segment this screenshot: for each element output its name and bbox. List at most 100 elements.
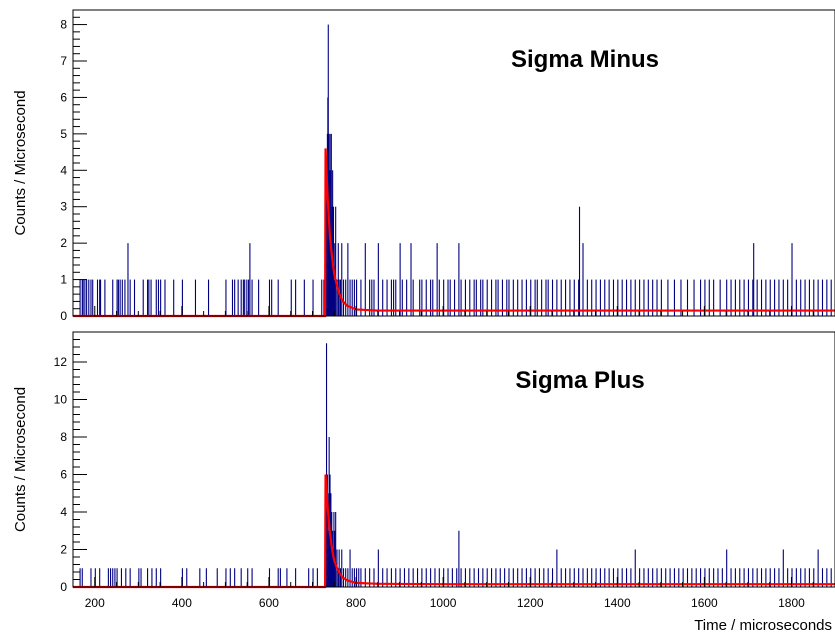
y-tick-label: 7 — [60, 54, 67, 68]
histogram-bin — [395, 279, 397, 316]
histogram-bin — [100, 279, 102, 316]
fit-curve — [73, 474, 835, 589]
histogram-bin — [708, 568, 710, 587]
histogram-bin — [756, 568, 758, 587]
histogram-bin — [630, 568, 632, 587]
histogram-bin — [634, 549, 636, 587]
histogram-bin — [360, 568, 362, 587]
histogram-bin — [625, 568, 628, 587]
histogram-bin — [700, 279, 702, 316]
y-tick-label: 3 — [60, 200, 67, 214]
histogram-bin — [730, 279, 732, 316]
histogram-bin — [508, 568, 510, 587]
histogram-bin — [608, 279, 610, 316]
histogram-bin — [734, 568, 736, 587]
histogram-bin — [351, 279, 353, 316]
histogram-bin — [595, 568, 597, 587]
chart-title: Sigma Plus — [515, 367, 644, 394]
histogram-bin — [726, 279, 728, 316]
histogram-bin — [303, 279, 305, 316]
histogram-bin — [349, 279, 351, 316]
histogram-bin — [133, 279, 136, 316]
histogram-bin — [534, 279, 536, 316]
histogram-bin — [121, 279, 123, 316]
y-tick-label: 4 — [60, 163, 67, 177]
histogram-bin — [660, 568, 662, 587]
histogram-bin — [360, 279, 362, 316]
x-tick-label: 200 — [85, 596, 105, 610]
histogram-bin — [353, 568, 355, 587]
histogram-bin — [337, 568, 339, 587]
histogram-bin — [752, 568, 754, 587]
histogram-bin — [491, 568, 493, 587]
histogram-bin — [377, 549, 379, 587]
histogram-bin — [251, 279, 253, 316]
histogram-bin — [521, 279, 523, 316]
histogram-bin — [279, 568, 281, 587]
histogram-bin — [534, 568, 536, 587]
histogram-bin — [251, 568, 253, 587]
histogram-bin — [560, 279, 562, 316]
histogram-bin — [787, 279, 789, 316]
y-tick-label: 8 — [60, 430, 67, 444]
histogram-bin — [412, 568, 414, 587]
histogram-bin — [680, 279, 682, 316]
histogram-bin — [473, 279, 475, 316]
histogram-bin — [295, 279, 297, 316]
histogram-bin — [353, 279, 355, 316]
histogram-bin — [556, 549, 558, 587]
histogram-bin — [186, 568, 188, 587]
histogram-bin — [612, 279, 615, 316]
histogram-bin — [229, 568, 231, 587]
histogram-bin — [96, 279, 99, 316]
histogram-bin — [704, 568, 706, 587]
histogram-bin — [686, 279, 689, 316]
histogram-bin — [157, 279, 160, 316]
histogram-bin — [234, 568, 236, 587]
histogram-bin — [117, 279, 119, 316]
y-tick-label: 4 — [60, 505, 67, 519]
histogram-bin — [295, 568, 297, 587]
histogram-bin — [369, 568, 371, 587]
x-tick-label: 1000 — [430, 596, 457, 610]
histogram-bin — [242, 279, 244, 316]
histogram-bin — [647, 568, 649, 587]
histogram-bin — [625, 279, 628, 316]
histogram-bin — [669, 568, 671, 587]
histogram-bin — [652, 279, 654, 316]
histogram-bin — [332, 549, 334, 587]
histogram-bin — [678, 568, 680, 587]
histogram-bin — [682, 568, 684, 587]
histogram-bin — [181, 568, 183, 587]
histogram-bin — [194, 279, 197, 316]
histogram-bin — [530, 279, 532, 316]
histogram-bin — [240, 568, 242, 587]
histogram-bin — [458, 243, 460, 316]
histogram-bin — [643, 279, 645, 316]
histogram-bin — [371, 279, 373, 316]
histogram-bin — [430, 279, 432, 316]
histogram-bin — [316, 568, 318, 587]
histogram-bin — [708, 279, 710, 316]
histogram-bin — [530, 568, 532, 587]
histogram-bin — [386, 568, 388, 587]
histogram-bin — [116, 279, 118, 316]
histogram-bin — [782, 549, 784, 587]
histogram-bin — [147, 279, 149, 316]
histogram-bin — [565, 279, 567, 316]
histogram-bin — [512, 279, 514, 316]
fit-curve — [73, 148, 835, 318]
x-tick-label: 400 — [172, 596, 192, 610]
histogram-bin — [753, 243, 755, 316]
histogram-bin — [258, 279, 260, 316]
y-tick-label: 2 — [60, 543, 67, 557]
histogram-bin — [769, 568, 771, 587]
histogram-bin — [545, 279, 547, 316]
histogram-bin — [608, 568, 610, 587]
histogram-bin — [486, 279, 488, 316]
histogram-bin — [717, 568, 719, 587]
histogram-bin — [240, 279, 242, 316]
histogram-bin — [469, 279, 471, 316]
histogram-bin — [543, 568, 545, 587]
histogram-bin — [800, 279, 802, 316]
